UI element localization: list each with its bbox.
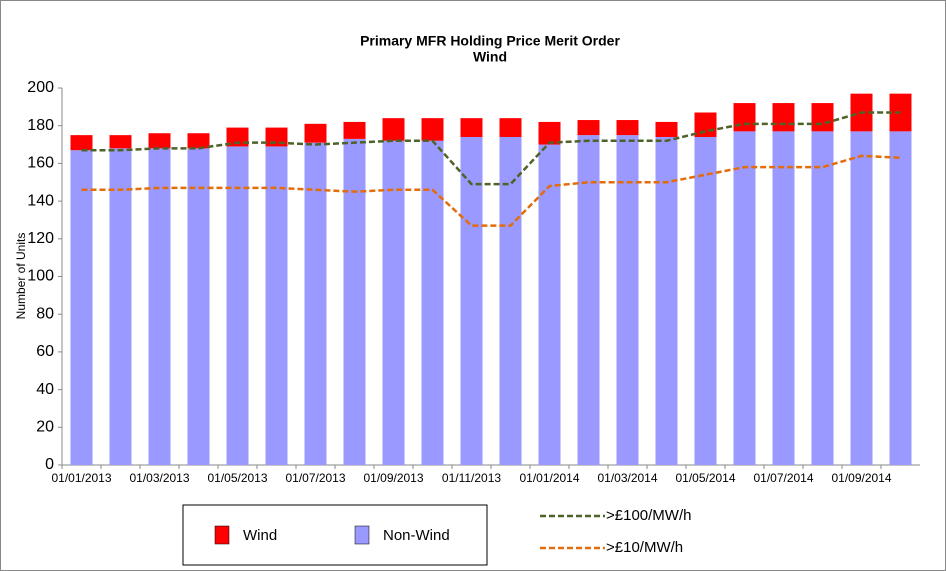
- y-tick-label: 160: [27, 155, 54, 172]
- bar-segment: [772, 103, 795, 132]
- bar-segment: [616, 120, 639, 136]
- y-tick-label: 180: [27, 117, 54, 134]
- y-tick-label: 100: [27, 268, 54, 285]
- x-tick-label: 01/01/2013: [51, 471, 111, 485]
- bar-segment: [499, 137, 522, 465]
- bar-segment: [421, 140, 444, 465]
- x-tick-label: 01/07/2014: [753, 471, 813, 485]
- y-axis-label: Number of Units: [14, 233, 28, 320]
- chart-subtitle: Wind: [473, 49, 507, 65]
- bar-segment: [70, 135, 93, 151]
- bar-segment: [850, 131, 873, 466]
- bar-segment: [304, 123, 327, 143]
- bar-segment: [343, 138, 366, 465]
- bar-segment: [655, 137, 678, 465]
- legend-label: >£10/MW/h: [606, 539, 683, 556]
- y-tick-label: 40: [36, 381, 54, 398]
- chart-title: Primary MFR Holding Price Merit Order: [360, 33, 620, 49]
- x-tick-label: 01/09/2013: [363, 471, 423, 485]
- bar-segment: [382, 140, 405, 465]
- x-tick-label: 01/11/2013: [442, 471, 501, 485]
- bar-segment: [733, 103, 756, 132]
- y-tick-label: 120: [27, 230, 54, 247]
- bar-segment: [421, 118, 444, 141]
- bar-segment: [148, 133, 171, 149]
- bar-segment: [460, 118, 483, 138]
- bar-segment: [733, 131, 756, 466]
- bar-segment: [499, 118, 522, 138]
- bar-segment: [109, 148, 132, 465]
- bar-segment: [382, 118, 405, 141]
- bar-segment: [694, 112, 717, 138]
- bar-segment: [460, 137, 483, 465]
- y-tick-label: 0: [45, 456, 54, 473]
- x-tick-label: 01/09/2014: [831, 471, 891, 485]
- y-tick-label: 80: [36, 305, 54, 322]
- x-tick-label: 01/01/2014: [519, 471, 579, 485]
- x-tick-label: 01/03/2013: [129, 471, 189, 485]
- y-tick-label: 60: [36, 343, 54, 360]
- bar-segment: [187, 133, 210, 149]
- x-tick-label: 01/07/2013: [285, 471, 345, 485]
- bar-segment: [577, 135, 600, 465]
- bar-segment: [343, 121, 366, 139]
- bar-segment: [694, 137, 717, 465]
- bar-segment: [187, 148, 210, 465]
- bar-segment: [655, 121, 678, 138]
- bar-segment: [148, 148, 171, 465]
- y-tick-label: 140: [27, 192, 54, 209]
- line-series: [81, 154, 901, 227]
- bar-segment: [226, 146, 249, 465]
- bar-segment: [811, 131, 834, 466]
- bar-segment: [616, 135, 639, 465]
- bar-segment: [811, 103, 834, 132]
- legend-swatch: [214, 525, 230, 545]
- bar-segment: [226, 127, 249, 147]
- legend-label: >£100/MW/h: [606, 507, 691, 524]
- x-tick-label: 01/05/2014: [675, 471, 735, 485]
- legend-box: [182, 504, 488, 566]
- bar-segment: [70, 150, 93, 465]
- bar-segment: [538, 144, 561, 466]
- bar-segment: [304, 142, 327, 466]
- bar-segment: [109, 135, 132, 149]
- legend-swatch: [354, 525, 370, 545]
- bar-segment: [538, 121, 561, 145]
- legend-label: Wind: [243, 527, 277, 544]
- x-tick-label: 01/05/2013: [207, 471, 267, 485]
- legend-label: Non-Wind: [383, 527, 450, 544]
- y-tick-label: 20: [36, 419, 54, 436]
- bar-segment: [772, 131, 795, 466]
- y-tick-label: 200: [27, 79, 54, 96]
- x-tick-label: 01/03/2014: [597, 471, 657, 485]
- line-series: [81, 111, 901, 186]
- bar-segment: [889, 131, 912, 466]
- bar-segment: [577, 120, 600, 136]
- bar-segment: [265, 146, 288, 465]
